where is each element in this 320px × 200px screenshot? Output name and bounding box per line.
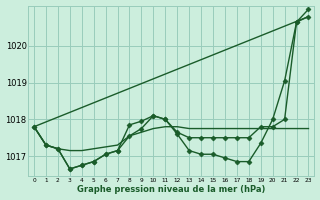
X-axis label: Graphe pression niveau de la mer (hPa): Graphe pression niveau de la mer (hPa) [77, 185, 266, 194]
